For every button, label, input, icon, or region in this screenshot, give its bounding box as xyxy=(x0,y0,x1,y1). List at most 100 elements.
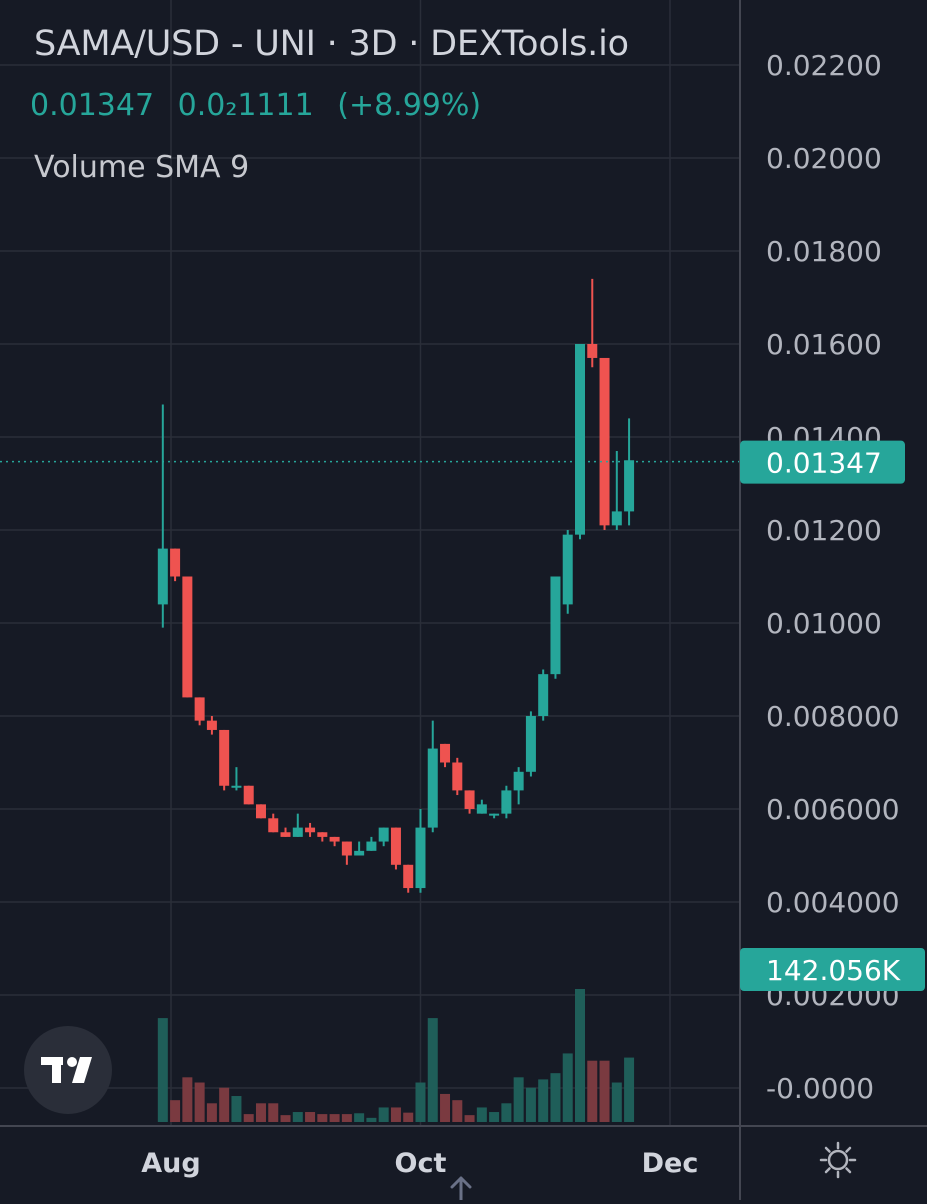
volume-bar xyxy=(415,1082,426,1122)
candle xyxy=(366,836,377,851)
volume-bar xyxy=(575,989,585,1122)
candle xyxy=(305,822,316,837)
volume-bar xyxy=(206,1103,217,1122)
volume-bar xyxy=(366,1117,377,1122)
candle-body xyxy=(513,771,524,791)
candle xyxy=(378,827,389,847)
candle xyxy=(562,530,573,614)
volume-bar xyxy=(341,1114,352,1122)
candle-body xyxy=(268,818,279,833)
candle xyxy=(501,785,512,819)
volume-bar xyxy=(182,1077,193,1122)
candle xyxy=(219,729,230,791)
candle-body xyxy=(231,785,242,788)
up-arrow-icon[interactable] xyxy=(448,1174,474,1202)
candle-body xyxy=(611,511,622,526)
volume-indicator-legend[interactable]: Volume SMA 9 xyxy=(34,150,250,185)
candle-body xyxy=(415,827,426,889)
candle-body xyxy=(255,804,266,819)
candle-body xyxy=(575,344,585,535)
candle xyxy=(403,864,414,893)
volume-bar xyxy=(317,1114,328,1122)
volume-bar xyxy=(525,1087,536,1122)
candle-body xyxy=(341,841,352,856)
gear-icon[interactable] xyxy=(818,1140,858,1180)
candle xyxy=(243,785,254,805)
candle-body xyxy=(390,827,401,865)
volume-bars xyxy=(157,989,635,1122)
candle-body xyxy=(366,841,377,851)
candle xyxy=(280,827,291,837)
volume-bar xyxy=(427,1018,438,1122)
candle-body xyxy=(292,827,303,837)
candle-body xyxy=(206,720,217,730)
last-price-badge-label: 0.01347 xyxy=(766,447,882,480)
candle-body xyxy=(562,534,573,605)
volume-bar xyxy=(513,1077,524,1122)
candle-body xyxy=(464,790,475,809)
price-tick-label: 0.01800 xyxy=(766,235,882,268)
price-tick-label: 0.01000 xyxy=(766,607,882,640)
candle xyxy=(476,799,487,814)
candle-body xyxy=(378,827,389,842)
candle-body xyxy=(194,697,205,721)
volume-bar xyxy=(329,1114,340,1122)
candle xyxy=(489,813,500,819)
volume-bar xyxy=(280,1115,291,1122)
candle xyxy=(390,827,401,870)
volume-bar xyxy=(219,1087,230,1122)
volume-bar xyxy=(440,1093,451,1122)
price-tick-label: 0.02200 xyxy=(766,49,882,82)
candle xyxy=(329,836,340,847)
candle xyxy=(440,743,451,768)
candle-body xyxy=(476,804,487,814)
candle-body xyxy=(329,836,340,842)
time-tick-label: Oct xyxy=(395,1148,447,1179)
candle-body xyxy=(624,460,635,512)
candle xyxy=(550,576,561,679)
volume-bar xyxy=(390,1107,401,1122)
candle-body xyxy=(243,785,254,805)
candle-body xyxy=(587,344,598,358)
candle xyxy=(268,813,279,833)
time-axis[interactable]: Aug Oct Dec xyxy=(141,1148,698,1179)
volume-bar xyxy=(231,1096,242,1122)
volume-bar xyxy=(464,1115,475,1122)
candle xyxy=(538,669,549,721)
candle-body xyxy=(280,832,291,837)
volume-bar xyxy=(550,1073,561,1122)
price-tick-label: 0.02000 xyxy=(766,142,882,175)
price-tick-label: 0.01200 xyxy=(766,514,882,547)
price-tick-label: 0.004000 xyxy=(766,886,900,919)
candle xyxy=(599,357,610,530)
candle xyxy=(587,278,598,368)
candle xyxy=(292,813,303,837)
volume-bar xyxy=(403,1112,414,1122)
candle-body xyxy=(170,548,181,577)
candle xyxy=(525,711,536,777)
volume-bar xyxy=(476,1107,487,1122)
candle-body xyxy=(599,357,610,526)
volume-bar xyxy=(170,1100,181,1122)
volume-bar xyxy=(194,1082,205,1122)
volume-bar xyxy=(501,1103,512,1122)
chart-title: SAMA/USD - UNI · 3D · DEXTools.io xyxy=(34,24,629,64)
candle-body xyxy=(182,576,193,698)
candle xyxy=(624,418,635,526)
volume-bar xyxy=(354,1113,365,1122)
candle xyxy=(427,720,438,833)
volume-bar xyxy=(378,1107,389,1122)
candle xyxy=(157,404,168,628)
candle xyxy=(415,809,426,893)
candle xyxy=(452,757,463,796)
candle xyxy=(513,767,524,805)
candle-body xyxy=(157,548,168,605)
candle xyxy=(464,790,475,814)
tradingview-logo-icon[interactable] xyxy=(24,1026,112,1114)
candle-body xyxy=(501,790,512,814)
volume-bar xyxy=(305,1112,316,1122)
volume-bar xyxy=(243,1114,254,1122)
last-price-badge xyxy=(740,440,905,484)
